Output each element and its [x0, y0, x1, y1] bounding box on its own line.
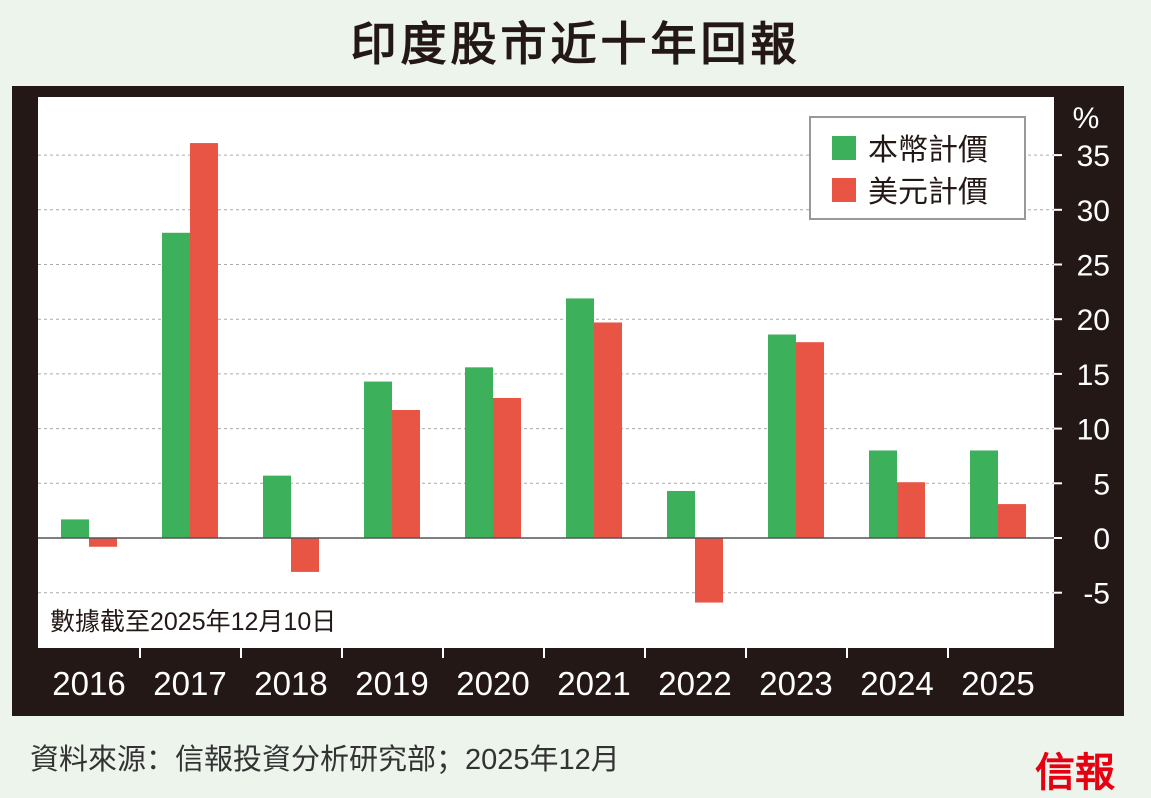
bar-usd-2018: [291, 538, 319, 572]
annotation: 數據截至2025年12月10日: [50, 608, 336, 636]
y-tick-label: 0: [1093, 523, 1110, 556]
legend: 本幣計價 美元計價: [809, 116, 1026, 220]
y-tick-label: -5: [1083, 578, 1110, 611]
bar-local-2023: [768, 334, 796, 538]
y-tick-label: 30: [1077, 195, 1110, 228]
x-tick-label: 2017: [153, 665, 226, 702]
y-tick-label: 20: [1077, 304, 1110, 337]
y-axis-unit: %: [1073, 102, 1100, 135]
y-tick-label: 10: [1077, 414, 1110, 447]
bar-usd-2020: [493, 397, 521, 538]
x-tick-label: 2025: [961, 665, 1034, 702]
legend-swatch-usd: [832, 178, 856, 202]
bar-usd-2021: [594, 322, 622, 538]
bar-usd-2023: [796, 342, 824, 538]
bar-usd-2022: [695, 538, 723, 603]
x-tick-label: 2024: [860, 665, 933, 702]
chart-title: 印度股市近十年回報: [350, 17, 801, 71]
bar-local-2022: [667, 490, 695, 538]
bar-local-2016: [61, 519, 89, 538]
bar-local-2017: [162, 232, 190, 539]
x-tick-label: 2021: [557, 665, 630, 702]
y-tick-label: 25: [1077, 250, 1110, 283]
bar-usd-2019: [392, 410, 420, 538]
y-tick-label: 35: [1077, 140, 1110, 173]
bar-usd-2024: [897, 482, 925, 538]
bar-local-2021: [566, 298, 594, 538]
bar-usd-2025: [998, 504, 1026, 538]
y-tick-label: 15: [1077, 359, 1110, 392]
x-tick-label: 2016: [52, 665, 125, 702]
bar-usd-2016: [89, 538, 117, 547]
y-tick-label: 5: [1093, 468, 1110, 501]
source-note: 資料來源：信報投資分析研究部；2025年12月: [30, 744, 620, 776]
bar-usd-2017: [190, 143, 218, 539]
x-tick-label: 2018: [254, 665, 327, 702]
bar-local-2024: [869, 450, 897, 538]
bar-local-2019: [364, 381, 392, 538]
legend-label-local: 本幣計價: [868, 133, 988, 168]
x-tick-label: 2023: [759, 665, 832, 702]
bar-local-2020: [465, 367, 493, 538]
brand-logo: 信報: [1035, 749, 1115, 796]
x-tick-label: 2020: [456, 665, 529, 702]
legend-label-usd: 美元計價: [868, 175, 988, 210]
bar-local-2025: [970, 450, 998, 538]
legend-swatch-local: [832, 136, 856, 160]
bar-local-2018: [263, 475, 291, 538]
x-tick-label: 2019: [355, 665, 428, 702]
x-tick-label: 2022: [658, 665, 731, 702]
